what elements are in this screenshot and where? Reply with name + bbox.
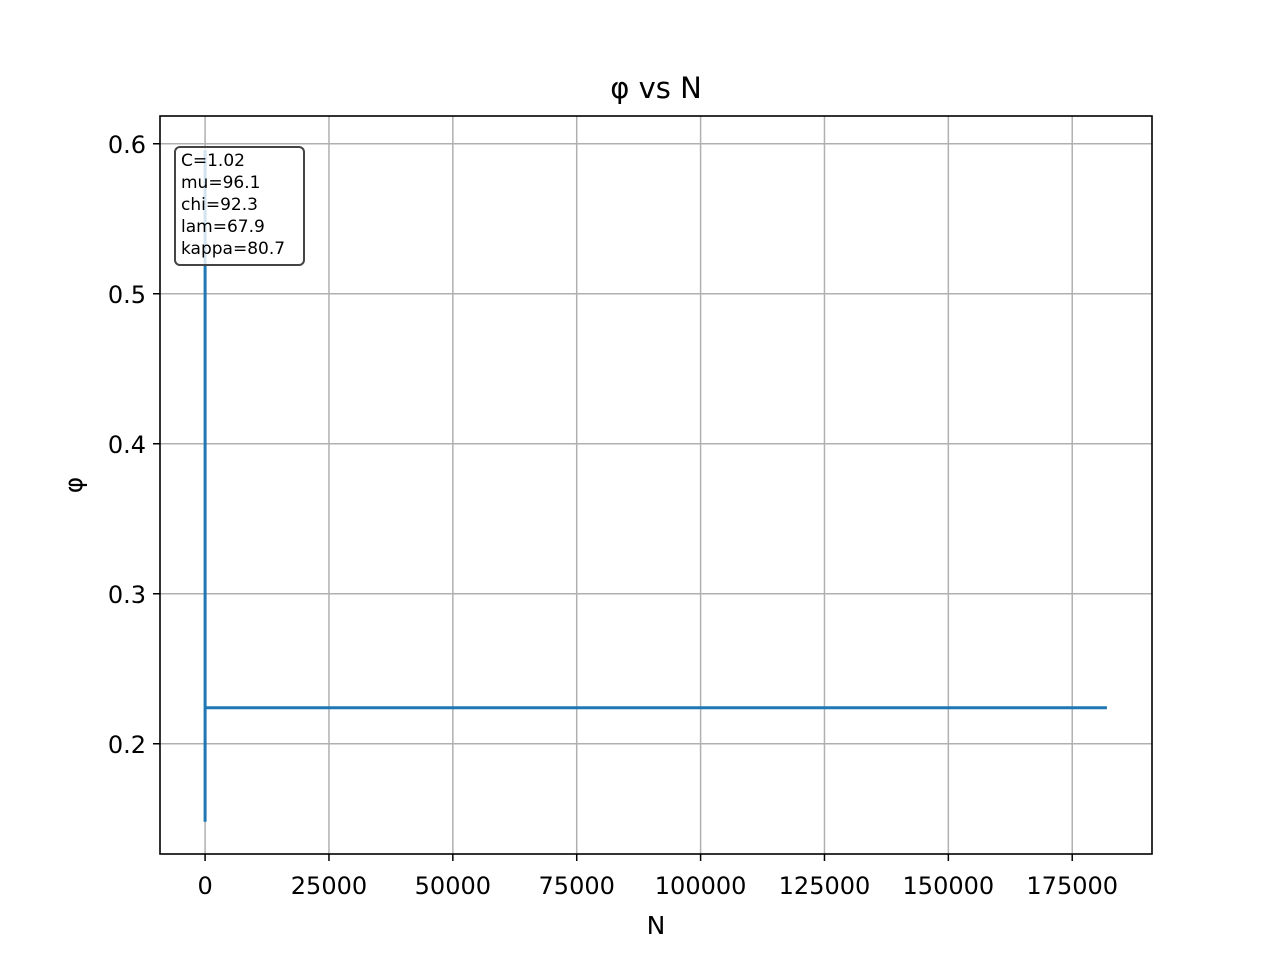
- y-tick-label: 0.3: [108, 581, 146, 609]
- plot-frame: [159, 115, 1153, 855]
- y-tick-label: 0.4: [108, 431, 146, 459]
- annotation-line: mu=96.1: [181, 173, 260, 193]
- x-tick-label: 25000: [291, 872, 367, 900]
- x-tick-label: 175000: [1026, 872, 1118, 900]
- y-axis-label: φ: [59, 477, 88, 494]
- x-tick-label: 100000: [655, 872, 747, 900]
- annotation-line: C=1.02: [181, 151, 245, 171]
- chart-title: φ vs N: [610, 71, 702, 105]
- x-tick-label: 50000: [415, 872, 491, 900]
- annotation-line: kappa=80.7: [181, 239, 285, 259]
- x-tick-label: 0: [197, 872, 212, 900]
- x-axis-label: N: [647, 911, 666, 940]
- series-layer: [203, 149, 1107, 822]
- annotation-box: [174, 146, 305, 266]
- plot-area: [160, 116, 1152, 854]
- x-tick-label: 75000: [539, 872, 615, 900]
- series-line: [203, 149, 1107, 822]
- annotation-line: chi=92.3: [181, 195, 258, 215]
- grid: [160, 116, 1152, 854]
- ticks: 0 25000 50000 75000 100000 125000 150000 175000…: [108, 131, 1118, 900]
- y-tick-label: 0.5: [108, 281, 146, 309]
- x-tick-label: 125000: [779, 872, 871, 900]
- annotation-line: lam=67.9: [181, 217, 265, 237]
- y-tick-label: 0.2: [108, 731, 146, 759]
- y-tick-label: 0.6: [108, 131, 146, 159]
- x-tick-label: 150000: [903, 872, 995, 900]
